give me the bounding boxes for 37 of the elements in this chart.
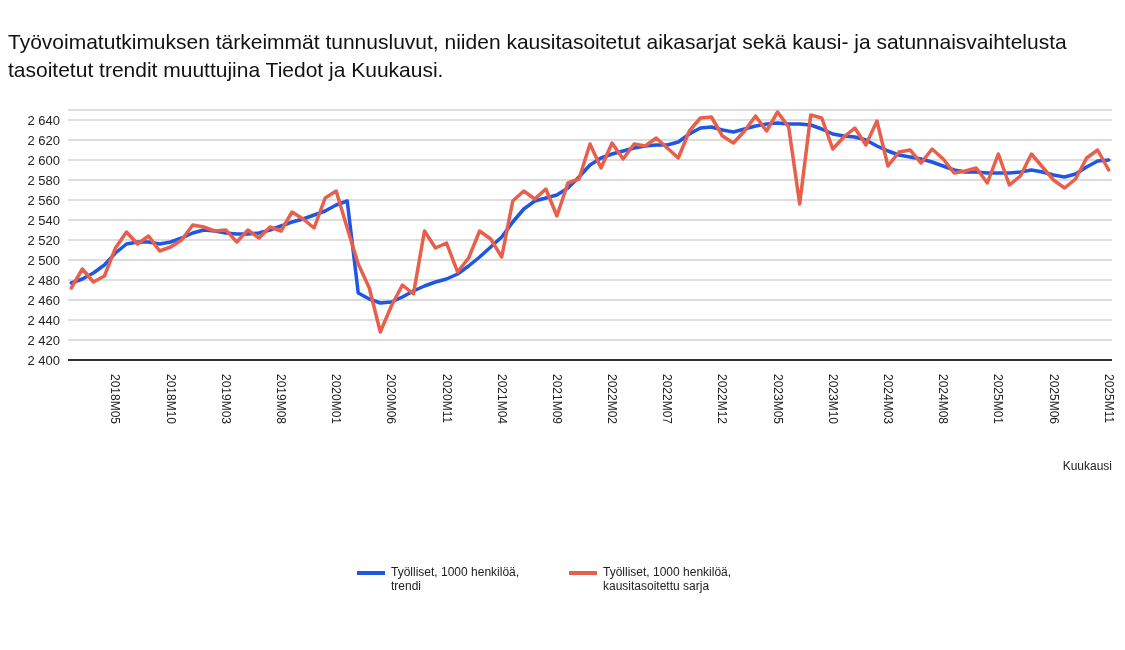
x-tick-label: 2021M04 (494, 374, 509, 425)
x-tick-label: 2024M03 (880, 374, 895, 425)
x-tick-label: 2025M06 (1046, 374, 1061, 425)
x-tick-label: 2020M11 (439, 374, 454, 424)
y-tick-label: 2 480 (27, 272, 60, 288)
y-tick-label: 2 500 (27, 252, 60, 268)
y-tick-label: 2 520 (27, 232, 60, 248)
legend-label: Työlliset, 1000 henkilöä, kausitasoitettu sarja (603, 565, 733, 593)
x-tick-label: 2022M02 (605, 374, 620, 425)
x-tick-label: 2022M12 (715, 374, 730, 425)
y-tick-label: 2 620 (27, 132, 60, 148)
y-tick-label: 2 420 (27, 332, 60, 348)
x-tick-label: 2019M08 (273, 374, 288, 425)
x-tick-label: 2021M09 (549, 374, 564, 425)
y-tick-label: 2 580 (27, 172, 60, 188)
x-tick-label: 2019M03 (218, 374, 233, 425)
x-tick-label: 2018M05 (108, 374, 123, 425)
x-tick-label: 2022M07 (660, 374, 675, 425)
legend-label: Työlliset, 1000 henkilöä, trendi (391, 565, 521, 593)
x-tick-label: 2024M08 (936, 374, 951, 425)
chart-title: Työvoimatutkimuksen tärkeimmät tunnusluvut, niiden kausitasoitetut aikasarjat sekä kausi- ja satunnaisvaihtelusta tasoitetut trendit muuttujina Tiedot ja Kuukausi. (8, 29, 1068, 83)
x-tick-label: 2025M01 (991, 374, 1006, 425)
y-tick-label: 2 540 (27, 212, 60, 228)
line-series (69, 110, 1111, 334)
y-tick-label: 2 560 (27, 192, 60, 208)
x-tick-label: 2023M10 (825, 374, 840, 425)
x-tick-label: 2020M06 (384, 374, 399, 425)
y-tick-label: 2 640 (27, 112, 60, 128)
x-tick-label: 2018M10 (163, 374, 178, 425)
x-tick-label: 2020M01 (329, 374, 344, 425)
y-tick-label: 2 400 (27, 352, 60, 368)
x-axis-title: Kuukausi (1062, 459, 1112, 473)
x-tick-label: 2025M11 (1101, 374, 1116, 424)
y-tick-label: 2 600 (27, 152, 60, 168)
y-tick-label: 2 440 (27, 312, 60, 328)
y-tick-label: 2 460 (27, 292, 60, 308)
x-tick-label: 2023M05 (770, 374, 785, 425)
